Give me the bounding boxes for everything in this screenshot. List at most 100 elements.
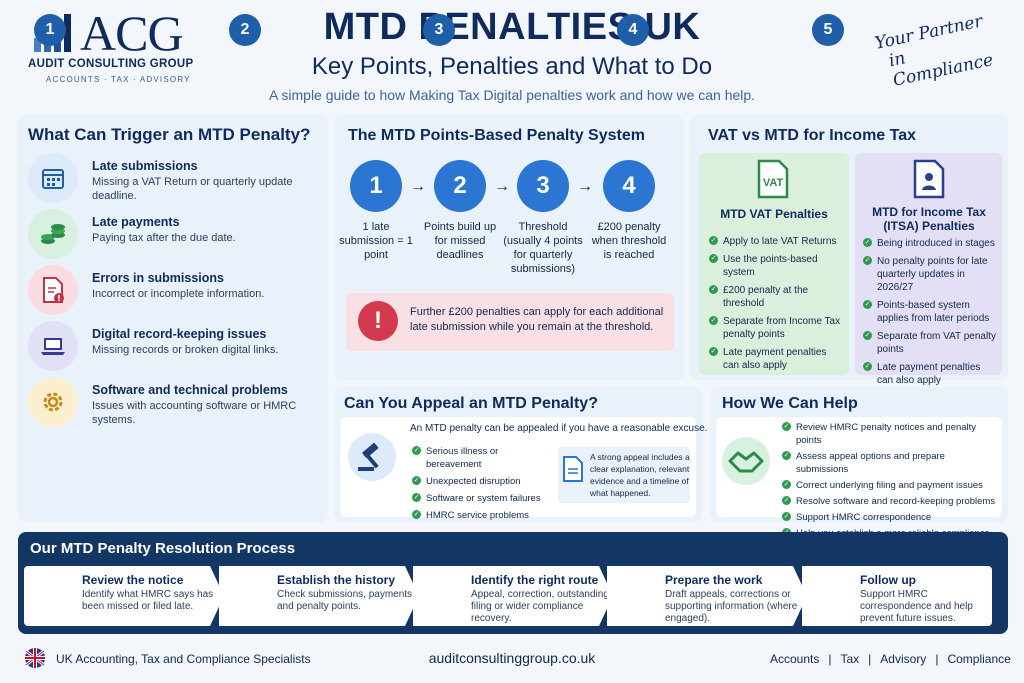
process-step-3-desc: Appeal, correction, outstanding filing o… [471, 589, 611, 625]
process-step-3-title: Identify the right route [471, 573, 598, 587]
list-item-text: Software or system failures [426, 492, 552, 505]
vat-column: VAT MTD VAT Penalties ✓ Apply to late VAT… [699, 153, 849, 375]
appeal-panel: Can You Appeal an MTD Penalty? An MTD pe… [334, 387, 702, 522]
trigger-title: Digital record-keeping issues [92, 327, 266, 341]
trigger-title: Software and technical problems [92, 383, 288, 397]
list-item: ✓ Late payment penalties can also apply [863, 361, 999, 387]
check-icon: ✓ [782, 512, 791, 521]
trigger-item: Digital record-keeping issues Missing rec… [28, 321, 318, 373]
list-item-text: Assess appeal options and prepare submis… [796, 450, 998, 476]
gavel-icon [348, 433, 396, 481]
appeal-note: A strong appeal includes a clear explana… [590, 451, 690, 499]
list-item: ✓ Apply to late VAT Returns [709, 235, 845, 248]
list-item-text: Serious illness or bereavement [426, 445, 552, 471]
trigger-title: Late submissions [92, 159, 198, 173]
list-item-text: Separate from Income Tax penalty points [723, 315, 845, 341]
alert-box: ! Further £200 penalties can apply for e… [346, 293, 674, 351]
vat-panel: VAT vs MTD for Income Tax VAT MTD VAT Pe… [690, 115, 1008, 380]
list-item: ✓ HMRC service problems [412, 509, 552, 522]
list-item: ✓ Resolve software and record-keeping pro… [782, 495, 998, 508]
arrow-right-icon: → [494, 178, 510, 196]
page-subtitle: Key Points, Penalties and What to Do [0, 53, 1024, 81]
check-icon: ✓ [863, 238, 872, 247]
check-icon: ✓ [782, 451, 791, 460]
triggers-heading: What Can Trigger an MTD Penalty? [28, 125, 310, 145]
alert-icon: ! [358, 301, 398, 341]
gear-icon [28, 377, 78, 427]
footer-separator: | [828, 652, 831, 666]
list-item-text: No penalty points for late quarterly upd… [877, 255, 999, 294]
appeal-note-box: A strong appeal includes a clear explana… [558, 447, 690, 503]
footer-separator: | [868, 652, 871, 666]
check-icon: ✓ [863, 256, 872, 265]
help-heading: How We Can Help [722, 395, 858, 413]
handshake-icon [722, 437, 770, 485]
process-step-5-title: Follow up [860, 573, 916, 587]
list-item-text: Apply to late VAT Returns [723, 235, 845, 248]
check-icon: ✓ [412, 476, 421, 485]
list-item-text: Late payment penalties can also apply [723, 346, 845, 372]
vat-list: ✓ Apply to late VAT Returns ✓ Use the point… [709, 235, 845, 377]
list-item: ✓ Review HMRC penalty notices and penalty… [782, 421, 998, 447]
trigger-desc: Missing records or broken digital links. [92, 343, 312, 357]
point-step-2-label: Points build up for missed deadlines [420, 220, 500, 262]
trigger-item: Late payments Paying tax after the due da… [28, 209, 318, 261]
itsa-list: ✓ Being introduced in stages ✓ No penalty p… [863, 237, 999, 392]
footer-link[interactable]: Tax [840, 652, 859, 666]
list-item: ✓ Assess appeal options and prepare submi… [782, 450, 998, 476]
process-step-4-title: Prepare the work [665, 573, 762, 587]
appeal-heading: Can You Appeal an MTD Penalty? [344, 395, 598, 413]
process-step-5-number: 5 [812, 14, 844, 46]
arrow-right-icon: → [577, 178, 593, 196]
list-item: ✓ No penalty points for late quarterly up… [863, 255, 999, 294]
list-item: ✓ Separate from VAT penalty points [863, 330, 999, 356]
appeal-list: ✓ Serious illness or bereavement ✓ Unexpect… [412, 445, 552, 526]
alert-text: Further £200 penalties can apply for eac… [410, 305, 664, 335]
list-item-text: Correct underlying filing and payment is… [796, 479, 998, 492]
trigger-desc: Incorrect or incomplete information. [92, 287, 312, 301]
footer-link[interactable]: Accounts [770, 652, 819, 666]
check-icon: ✓ [709, 316, 718, 325]
list-item-text: Late payment penalties can also apply [877, 361, 999, 387]
check-icon: ✓ [412, 446, 421, 455]
list-item-text: Resolve software and record-keeping prob… [796, 495, 998, 508]
money-icon [28, 209, 78, 259]
point-step-1-label: 1 late submission = 1 point [336, 220, 416, 262]
check-icon: ✓ [412, 510, 421, 519]
vat-title: MTD VAT Penalties [699, 207, 849, 221]
points-heading: The MTD Points-Based Penalty System [348, 127, 645, 145]
footer-link[interactable]: Advisory [880, 652, 926, 666]
trigger-item: Errors in submissions Incorrect or incomp… [28, 265, 318, 317]
trigger-title: Late payments [92, 215, 180, 229]
vat-document-icon: VAT [756, 159, 790, 199]
appeal-lead: An MTD penalty can be appealed if you ha… [410, 423, 707, 434]
list-item: ✓ Use the points-based system [709, 253, 845, 279]
check-icon: ✓ [782, 480, 791, 489]
itsa-title: MTD for Income Tax (ITSA) Penalties [859, 205, 999, 233]
check-icon: ✓ [863, 300, 872, 309]
appeal-card: An MTD penalty can be appealed if you ha… [340, 417, 696, 517]
process-step-4-number: 4 [617, 14, 649, 46]
list-item: ✓ Serious illness or bereavement [412, 445, 552, 471]
process-step-2-desc: Check submissions, payments and penalty … [277, 589, 417, 613]
list-item-text: Points-based system applies from later p… [877, 299, 999, 325]
process-step-1-number: 1 [34, 14, 66, 46]
footer-links: Accounts | Tax | Advisory | Compliance [770, 652, 1010, 666]
point-step-2-circle: 2 [434, 160, 486, 212]
trigger-desc: Paying tax after the due date. [92, 231, 312, 245]
check-icon: ✓ [863, 331, 872, 340]
check-icon: ✓ [709, 285, 718, 294]
process-step-1-title: Review the notice [82, 573, 183, 587]
footer-link[interactable]: Compliance [947, 652, 1010, 666]
trigger-desc: Issues with accounting software or HMRC … [92, 399, 312, 427]
arrow-right-icon: → [410, 178, 426, 196]
list-item: ✓ Late payment penalties can also apply [709, 346, 845, 372]
document-error-icon [28, 265, 78, 315]
footer-separator: | [935, 652, 938, 666]
check-icon: ✓ [863, 362, 872, 371]
vat-icon-label: VAT [763, 177, 784, 189]
list-item: ✓ Separate from Income Tax penalty points [709, 315, 845, 341]
list-item-text: HMRC service problems [426, 509, 552, 522]
help-card: ✓ Review HMRC penalty notices and penalty… [716, 417, 1002, 517]
point-step-1-circle: 1 [350, 160, 402, 212]
